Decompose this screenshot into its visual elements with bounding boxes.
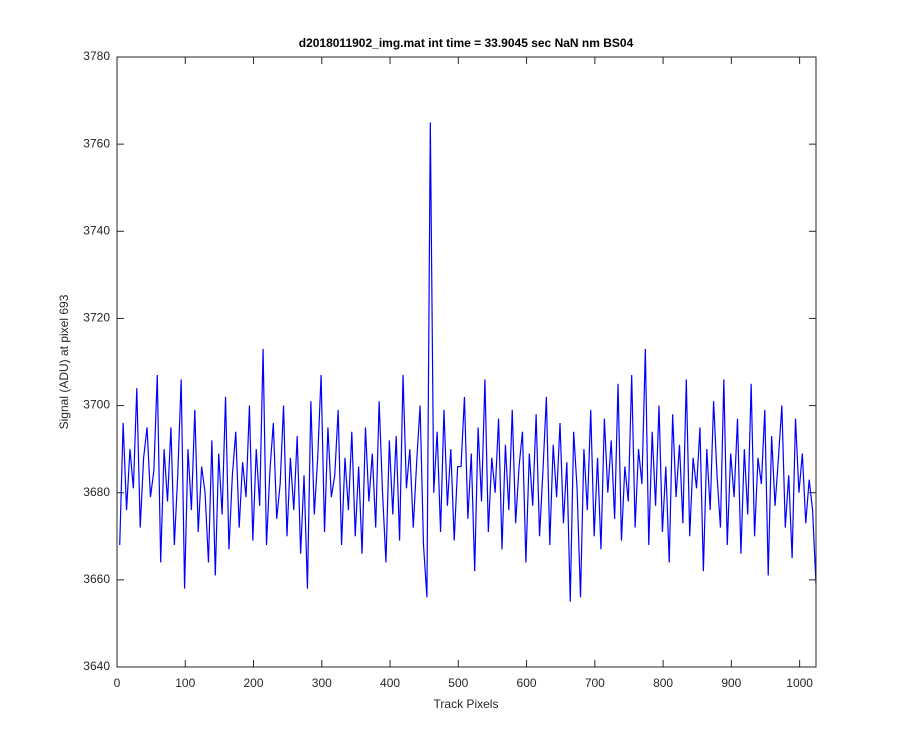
data-line	[119, 122, 817, 602]
x-tick-label: 900	[721, 676, 741, 690]
x-tick-label: 400	[380, 676, 400, 690]
x-tick-label: 600	[517, 676, 537, 690]
x-tick-label: 800	[653, 676, 673, 690]
y-tick-label: 3740	[83, 223, 110, 237]
x-tick-label: 500	[448, 676, 468, 690]
x-tick-label: 1000	[786, 676, 813, 690]
y-tick-label: 3760	[83, 136, 110, 150]
x-tick-label: 300	[312, 676, 332, 690]
y-tick-label: 3700	[83, 398, 110, 412]
x-tick-label: 200	[244, 676, 264, 690]
x-tick-label: 700	[585, 676, 605, 690]
x-axis-label: Track Pixels	[434, 697, 499, 711]
y-tick-label: 3720	[83, 311, 110, 325]
y-tick-label: 3780	[83, 49, 110, 63]
y-tick-label: 3660	[83, 572, 110, 586]
x-tick-label: 100	[175, 676, 195, 690]
chart-title: d2018011902_img.mat int time = 33.9045 s…	[299, 36, 634, 50]
y-tick-label: 3680	[83, 485, 110, 499]
y-axis-label: Signal (ADU) at pixel 693	[57, 294, 71, 429]
axes-box	[116, 56, 817, 668]
plot-area: 0 100 200 300 400 500 600 700 800 900 1000 3640 3660…	[83, 49, 817, 690]
x-tick-label: 0	[114, 676, 121, 690]
y-tick-label: 3640	[83, 659, 110, 673]
